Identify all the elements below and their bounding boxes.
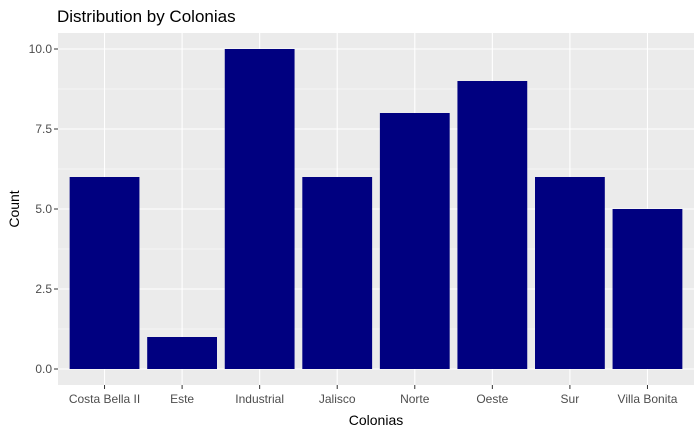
- x-tick-label: Este: [170, 392, 194, 406]
- x-tick-label: Sur: [561, 392, 580, 406]
- y-axis: 0.0 2.5 5.0 7.5 10.0: [29, 42, 58, 376]
- bar: [612, 209, 683, 369]
- bar: [69, 177, 140, 369]
- bars: [69, 49, 683, 369]
- chart-title: Distribution by Colonias: [57, 7, 236, 26]
- y-tick-label: 5.0: [35, 202, 52, 216]
- y-axis-title: Count: [6, 190, 22, 227]
- bar: [535, 177, 605, 369]
- y-tick-label: 2.5: [35, 282, 52, 296]
- y-tick-label: 0.0: [35, 362, 52, 376]
- bar: [457, 81, 528, 369]
- bar: [302, 177, 373, 369]
- x-tick-label: Industrial: [235, 392, 284, 406]
- x-tick-label: Costa Bella II: [69, 392, 140, 406]
- x-tick-label: Norte: [400, 392, 430, 406]
- x-axis-title: Colonias: [349, 412, 403, 428]
- x-tick-label: Oeste: [476, 392, 508, 406]
- bar: [147, 337, 217, 369]
- y-tick-label: 7.5: [35, 122, 52, 136]
- y-tick-label: 10.0: [29, 42, 53, 56]
- x-tick-label: Jalisco: [319, 392, 356, 406]
- bar: [224, 49, 295, 369]
- x-axis: Costa Bella II Este Industrial Jalisco Norte…: [69, 385, 678, 406]
- x-tick-label: Villa Bonita: [618, 392, 678, 406]
- bar: [379, 113, 450, 369]
